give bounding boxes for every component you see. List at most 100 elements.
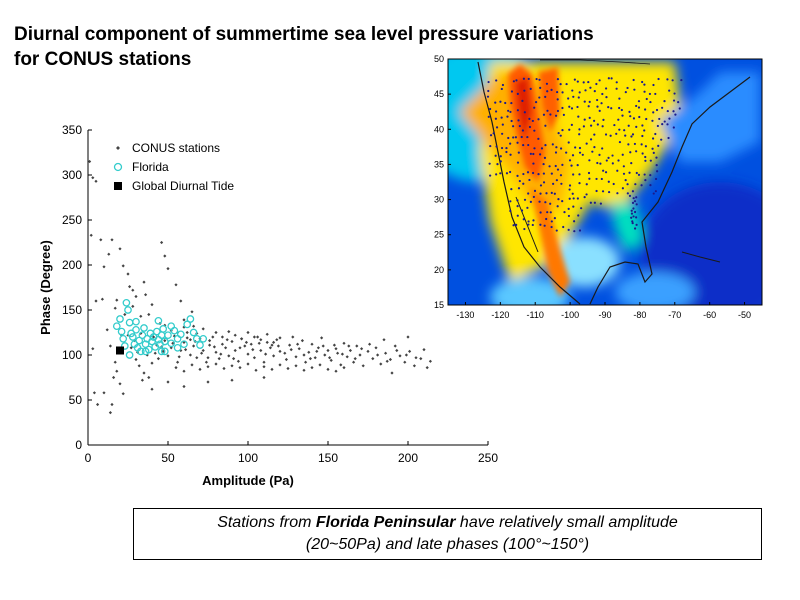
conus-station-point — [160, 240, 164, 245]
map-station-dot — [571, 192, 574, 195]
conus-station-point — [92, 391, 96, 395]
map-station-dot — [605, 95, 608, 99]
map-station-dot — [666, 109, 669, 113]
conus-station-point — [249, 342, 253, 346]
conus-station-point — [334, 347, 338, 351]
map-station-dot — [546, 211, 549, 214]
caption-emphasis: Florida Peninsular — [315, 514, 456, 531]
map-station-dot — [567, 214, 571, 218]
map-station-dot — [585, 183, 588, 186]
conus-station-point — [376, 353, 380, 357]
x-axis-label: Amplitude (Pa) — [202, 473, 294, 488]
map-station-dot — [635, 171, 638, 175]
conus-station-point — [121, 392, 125, 396]
conus-station-point — [147, 312, 151, 317]
map-station-dot — [583, 100, 586, 103]
map-station-dot — [593, 133, 596, 136]
map-station-dot — [604, 87, 608, 90]
map-station-dot — [499, 100, 502, 103]
conus-station-point — [332, 343, 336, 347]
map-station-dot — [640, 184, 643, 187]
map-x-tick-label: -80 — [633, 310, 646, 320]
map-station-dot — [576, 197, 579, 200]
conus-station-point — [276, 344, 280, 348]
x-tick-label: 150 — [318, 451, 338, 465]
y-tick-label: 300 — [62, 168, 82, 182]
map-station-dot — [557, 132, 560, 135]
conus-station-point — [347, 344, 351, 348]
map-station-dot — [660, 138, 663, 141]
map-station-dot — [600, 102, 603, 105]
map-station-dot — [510, 101, 513, 105]
conus-station-point — [259, 338, 263, 342]
florida-station-point — [117, 327, 126, 336]
conus-station-point — [259, 348, 263, 353]
amplitude-phase-scatter-chart: 0 50 100 150 200 250 0 50 100 150 200 250 300 350 Ampl… — [38, 123, 498, 488]
conus-station-point — [150, 387, 154, 391]
map-station-dot — [585, 193, 588, 196]
conus-station-point — [294, 364, 298, 368]
y-tick-label: 200 — [62, 258, 82, 272]
conus-station-point — [182, 369, 186, 373]
florida-station-point — [136, 347, 145, 356]
map-station-dot — [523, 111, 526, 114]
map-station-dot — [615, 87, 618, 90]
map-station-dot — [601, 147, 604, 150]
florida-station-point — [167, 339, 176, 348]
conus-station-point — [134, 357, 138, 362]
conus-station-point — [240, 337, 244, 341]
map-station-dot — [570, 107, 574, 110]
map-station-dot — [593, 119, 596, 122]
map-station-dot — [555, 146, 558, 149]
map-station-dot — [596, 161, 599, 165]
map-station-dot — [540, 147, 544, 150]
conus-station-point — [302, 353, 306, 357]
conus-station-point — [283, 351, 287, 355]
map-station-dot — [505, 146, 508, 150]
map-station-dot — [516, 205, 519, 208]
y-tick-label: 50 — [69, 393, 83, 407]
caption-text-pre: Stations from — [217, 514, 316, 531]
map-station-dot — [576, 164, 579, 167]
conus-station-point — [406, 335, 410, 339]
map-station-dot — [556, 205, 559, 208]
conus-station-point — [243, 344, 247, 348]
map-station-dot — [661, 106, 664, 109]
map-station-dot — [505, 172, 509, 175]
florida-station-point — [183, 320, 192, 329]
map-station-dot — [635, 125, 638, 128]
map-station-dot — [629, 151, 632, 154]
map-station-dot — [554, 164, 557, 168]
map-station-dot — [582, 81, 585, 84]
map-station-dot — [635, 196, 638, 199]
map-station-dot — [544, 95, 547, 99]
florida-station-point — [196, 341, 204, 349]
map-station-dot — [591, 150, 594, 153]
map-station-dot — [632, 197, 635, 200]
map-station-dot — [645, 97, 648, 101]
florida-station-point — [119, 334, 128, 343]
map-station-dot — [589, 86, 592, 89]
florida-station-point — [122, 298, 131, 307]
map-station-dot — [528, 117, 531, 120]
conus-station-point — [252, 356, 256, 360]
map-station-dot — [628, 110, 631, 113]
florida-station-point — [138, 331, 147, 340]
conus-station-point — [108, 411, 112, 415]
map-station-dot — [492, 132, 495, 135]
map-station-dot — [595, 189, 598, 193]
map-station-dot — [531, 119, 534, 123]
map-station-dot — [677, 101, 680, 104]
conus-station-point — [113, 360, 117, 364]
conus-station-point — [131, 288, 135, 292]
conus-station-point — [107, 252, 111, 256]
conus-station-point — [214, 350, 218, 354]
map-station-dot — [576, 80, 579, 83]
map-station-dot — [544, 201, 547, 204]
map-station-dot — [526, 171, 530, 174]
conus-station-point — [238, 366, 242, 370]
y-tick-label: 350 — [62, 123, 82, 137]
map-station-dot — [496, 163, 499, 166]
map-station-dot — [533, 129, 536, 132]
conus-station-point — [326, 348, 330, 353]
